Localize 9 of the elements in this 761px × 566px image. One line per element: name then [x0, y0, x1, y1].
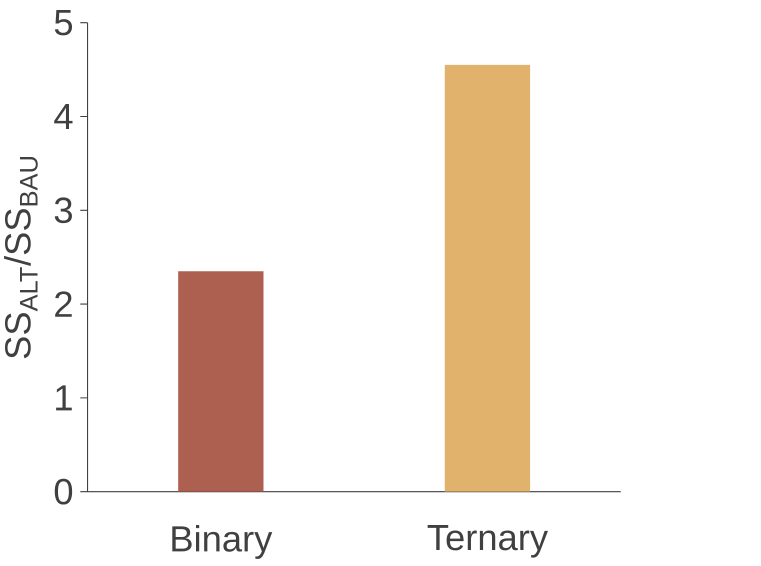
- x-tick-label: Binary: [172, 524, 272, 559]
- y-tick-label: 4: [54, 104, 73, 129]
- y-tick-label: 2: [55, 291, 72, 317]
- y-tick-label: 1: [56, 385, 72, 410]
- y-axis-title: SS$_{ALT}$/SS$_{BAU}$: [4, 156, 38, 358]
- x-tick-label: Ternary: [428, 524, 548, 558]
- y-tick-label: 5: [54, 10, 72, 36]
- y-tick-label: 0: [54, 478, 72, 504]
- y-tick-label: 3: [54, 197, 72, 224]
